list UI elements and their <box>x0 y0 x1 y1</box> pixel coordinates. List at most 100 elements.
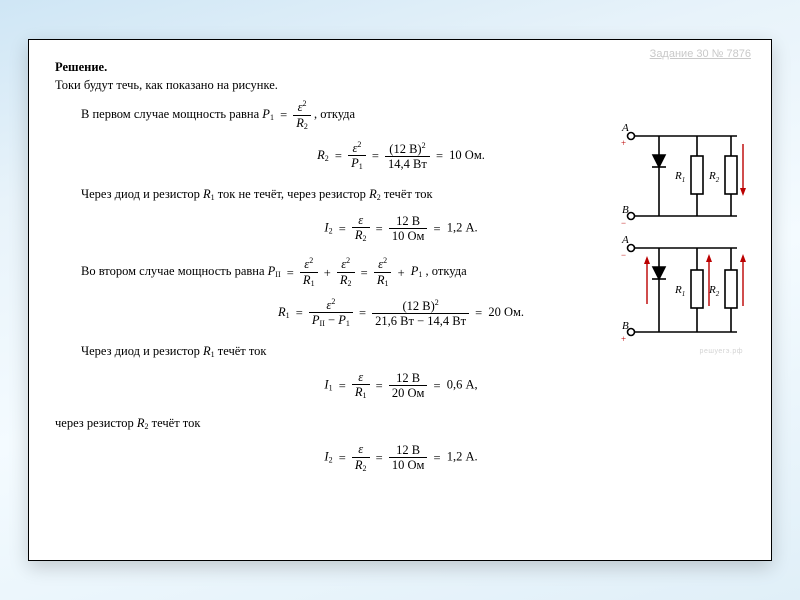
plus: + <box>621 334 626 344</box>
s: 1 <box>311 279 315 288</box>
n: ε <box>358 213 363 227</box>
n: (12 В) <box>389 142 421 156</box>
s: 1 <box>418 270 422 279</box>
plus: + <box>395 264 408 282</box>
s: 2 <box>331 297 335 306</box>
t: , откуда <box>426 264 467 278</box>
s: 1 <box>363 391 367 400</box>
eq: = <box>369 147 382 165</box>
task-ref-num: 7876 <box>727 48 751 60</box>
label-B: B <box>622 204 629 216</box>
r: 0,6 А, <box>447 378 478 392</box>
var-P: P <box>262 107 270 121</box>
heading: Решение. <box>55 58 747 76</box>
label-A: A <box>621 122 629 134</box>
s: 2 <box>329 456 333 465</box>
equation-I1: I1 = ε R1 = 12 В 20 Ом = 0,6 А, <box>55 371 747 401</box>
fraction: ε R2 <box>352 214 370 244</box>
result: 10 Ом. <box>449 148 485 162</box>
eq: = <box>373 220 386 238</box>
plus: + <box>621 138 626 148</box>
n: 12 В <box>389 372 428 387</box>
circuit-2: A − B + R1 R2 <box>619 232 749 350</box>
v: R <box>278 305 286 319</box>
d: R <box>355 458 363 472</box>
s: 2 <box>346 256 350 265</box>
fraction: ε2 R2 <box>293 100 311 131</box>
d: 14,4 Вт <box>385 157 430 171</box>
plus: + <box>321 264 334 282</box>
equals: = <box>277 106 290 124</box>
d: R <box>355 228 363 242</box>
n: (12 В) <box>402 299 434 313</box>
v: R <box>369 187 377 201</box>
eq: = <box>356 304 369 322</box>
label-R1: R1 <box>674 170 685 184</box>
eq: = <box>336 449 349 467</box>
label-R2: R2 <box>708 170 720 184</box>
s: 2 <box>329 226 333 235</box>
n: 12 В <box>389 215 428 230</box>
eq: = <box>431 220 444 238</box>
fraction: ε2 R1 <box>300 257 318 288</box>
paragraph-R2flow: через резистор R2 течёт ток <box>55 414 747 433</box>
den: R <box>296 116 304 130</box>
v: R <box>203 187 211 201</box>
t: Во втором случае мощность равна <box>81 264 268 278</box>
sub: 1 <box>270 113 274 122</box>
label-R2: R2 <box>708 284 720 298</box>
label-A: A <box>621 234 629 246</box>
fraction: ε2 R1 <box>374 257 392 288</box>
eq: = <box>431 449 444 467</box>
s: 1 <box>346 319 350 328</box>
s: 2 <box>145 422 149 431</box>
eq: = <box>358 264 371 282</box>
fraction: ε R2 <box>352 443 370 473</box>
var: R <box>317 148 325 162</box>
t: течёт ток <box>218 344 267 358</box>
eq: = <box>373 377 386 395</box>
eq: = <box>472 304 485 322</box>
s: 2 <box>357 140 361 149</box>
solution-card: Задание 30 № 7876 Решение. Токи будут те… <box>28 39 772 561</box>
fraction: (12 В)2 14,4 Вт <box>385 142 430 171</box>
label-B: B <box>622 320 629 332</box>
d: 10 Ом <box>389 229 428 243</box>
t: через резистор <box>55 416 137 430</box>
eq: = <box>431 377 444 395</box>
sup: 2 <box>303 99 307 108</box>
s: 2 <box>435 298 439 307</box>
s: 2 <box>383 256 387 265</box>
n: ε <box>358 442 363 456</box>
text: , откуда <box>314 107 355 121</box>
n: 12 В <box>389 444 428 459</box>
d: R <box>355 385 363 399</box>
fraction: 12 В 20 Ом <box>389 372 428 400</box>
t: Через диод и резистор <box>81 344 203 358</box>
t: Через диод и резистор <box>81 187 203 201</box>
r: 1,2 А. <box>447 220 478 234</box>
eq: = <box>332 147 345 165</box>
eq: = <box>293 304 306 322</box>
s: 1 <box>359 162 363 171</box>
d: R <box>340 273 348 287</box>
minus: − <box>621 250 626 260</box>
circuit-1: A + B − R1 R2 <box>619 120 749 232</box>
r: 20 Ом. <box>488 305 524 319</box>
s: 1 <box>384 279 388 288</box>
label-R1: R1 <box>674 284 685 298</box>
d: P <box>351 156 359 170</box>
d: P <box>338 313 346 327</box>
text: В первом случае мощность равна <box>81 107 262 121</box>
task-ref-prefix: Задание 30 № <box>650 48 727 60</box>
s: 1 <box>211 350 215 359</box>
intro-line: Токи будут течь, как показано на рисунке… <box>55 76 747 94</box>
eq: = <box>284 264 297 282</box>
d: 20 Ом <box>389 386 428 400</box>
d: P <box>312 313 320 327</box>
s: 2 <box>363 234 367 243</box>
fraction: ε2 R2 <box>337 257 355 288</box>
fraction: ε R1 <box>352 371 370 401</box>
v: R <box>203 344 211 358</box>
s: 2 <box>363 464 367 473</box>
